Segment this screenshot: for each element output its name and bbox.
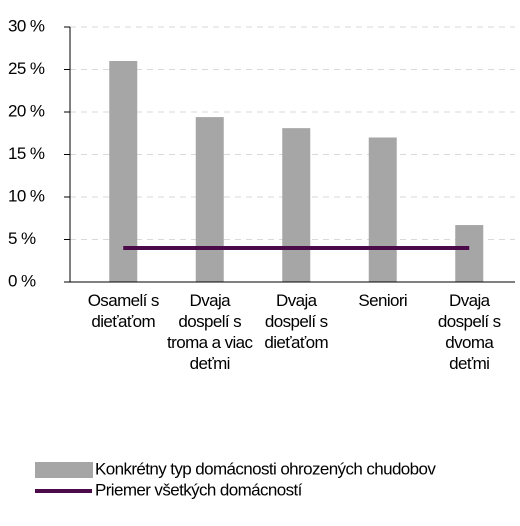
legend-swatch — [35, 462, 93, 478]
bar — [109, 61, 138, 282]
y-tick-label: 20 % — [8, 101, 45, 120]
bar — [368, 137, 397, 282]
x-tick-label: Seniori — [358, 291, 408, 310]
y-tick-label: 25 % — [8, 59, 45, 78]
y-tick-label: 10 % — [8, 186, 45, 205]
y-tick-label: 5 % — [8, 229, 36, 248]
y-tick-label: 30 % — [8, 16, 45, 35]
legend-label: Konkrétny typ domácnosti ohrozených chud… — [95, 459, 436, 478]
bar — [455, 225, 484, 282]
legend-label: Priemer všetkých domácností — [95, 480, 303, 499]
x-tick-label: Dvaja dospelí s troma a viac deťmi — [167, 291, 253, 373]
y-tick-label: 15 % — [8, 144, 45, 163]
bar — [282, 128, 311, 282]
x-tick-label: Dvaja dospelí s dvoma deťmi — [437, 291, 501, 373]
x-tick-label: Osamelí s dieťaťom — [87, 291, 160, 331]
bar — [195, 117, 224, 282]
y-tick-label: 0 % — [8, 271, 36, 290]
x-tick-label: Dvaja dospelí s dieťaťom — [264, 291, 329, 352]
